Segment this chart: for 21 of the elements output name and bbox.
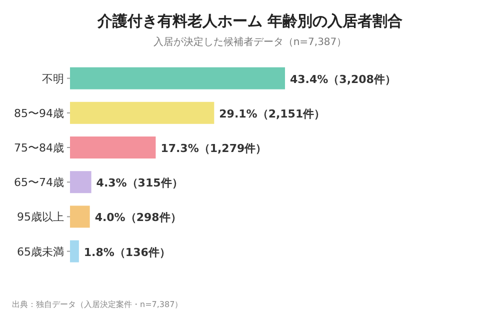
chart-title: 介護付き有料老人ホーム 年齢別の入居者割合 [96,12,403,30]
data-label: 1.8%（136件） [84,246,170,259]
y-tick-label: 75〜84歳 [14,142,64,154]
y-tick-label: 65歳未満 [17,245,64,258]
y-tick-label: 不明 [42,72,64,86]
bar [70,136,156,158]
bar [70,240,79,262]
bar [70,171,92,194]
data-label: 43.4%（3,208件） [290,72,396,86]
y-tick-label: 95歳以上 [17,210,64,224]
bar [70,67,285,90]
source-note: 出典：独自データ（入居決定案件・n=7,387） [12,300,183,309]
bar [70,206,90,228]
bar [70,102,214,124]
y-tick-label: 85〜94歳 [14,106,64,120]
data-label: 17.3%（1,279件） [160,142,267,155]
data-label: 29.1%（2,151件） [219,107,326,120]
data-label: 4.3%（315件） [96,176,183,190]
y-tick-label: 65〜74歳 [14,176,64,190]
chart-subtitle: 入居が決定した候補者データ（n=7,387） [153,36,347,48]
data-label: 4.0%（298件） [94,211,182,224]
